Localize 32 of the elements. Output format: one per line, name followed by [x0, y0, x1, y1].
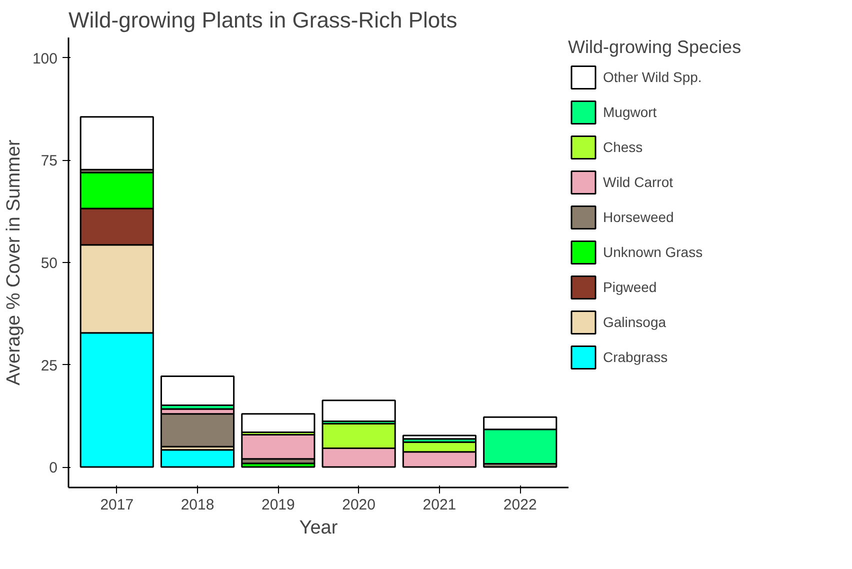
x-tick-label: 2019 [261, 496, 295, 514]
legend-label: Unknown Grass [603, 244, 703, 260]
x-axis-title: Year [299, 518, 338, 538]
legend-label: Crabgrass [603, 349, 668, 365]
y-tick-label: 75 [40, 152, 58, 170]
legend-title: Wild-growing Species [568, 37, 742, 58]
bar [322, 400, 396, 422]
legend-label: Pigweed [603, 279, 657, 295]
x-tick-label: 2017 [100, 496, 134, 514]
y-axis-title: Average % Cover in Summer [3, 138, 24, 386]
legend-label: Galinsoga [603, 314, 666, 330]
y-tick-label: 0 [49, 460, 58, 477]
legend-label: Wild Carrot [603, 174, 674, 190]
x-tick-label: 2020 [342, 496, 376, 514]
bar [160, 413, 235, 448]
y-tick-label: 25 [40, 357, 58, 374]
y-tick-label: 50 [40, 255, 58, 272]
x-tick-label: 2022 [503, 496, 537, 514]
bar [241, 413, 316, 434]
bar [160, 449, 235, 468]
x-tick-label: 2018 [180, 496, 214, 514]
legend-label: Horseweed [603, 209, 674, 225]
bar [160, 375, 235, 406]
legend-label: Mugwort [603, 104, 657, 120]
bar [80, 116, 154, 170]
y-tick-label: 100 [32, 50, 58, 68]
legend-label: Other Wild Spp. [603, 69, 702, 85]
x-tick-label: 2021 [422, 496, 456, 514]
chart-title: Wild-growing Plants in Grass-Rich Plots [68, 8, 458, 32]
bar [402, 434, 477, 440]
bar [241, 434, 316, 460]
legend-label: Chess [603, 139, 643, 155]
